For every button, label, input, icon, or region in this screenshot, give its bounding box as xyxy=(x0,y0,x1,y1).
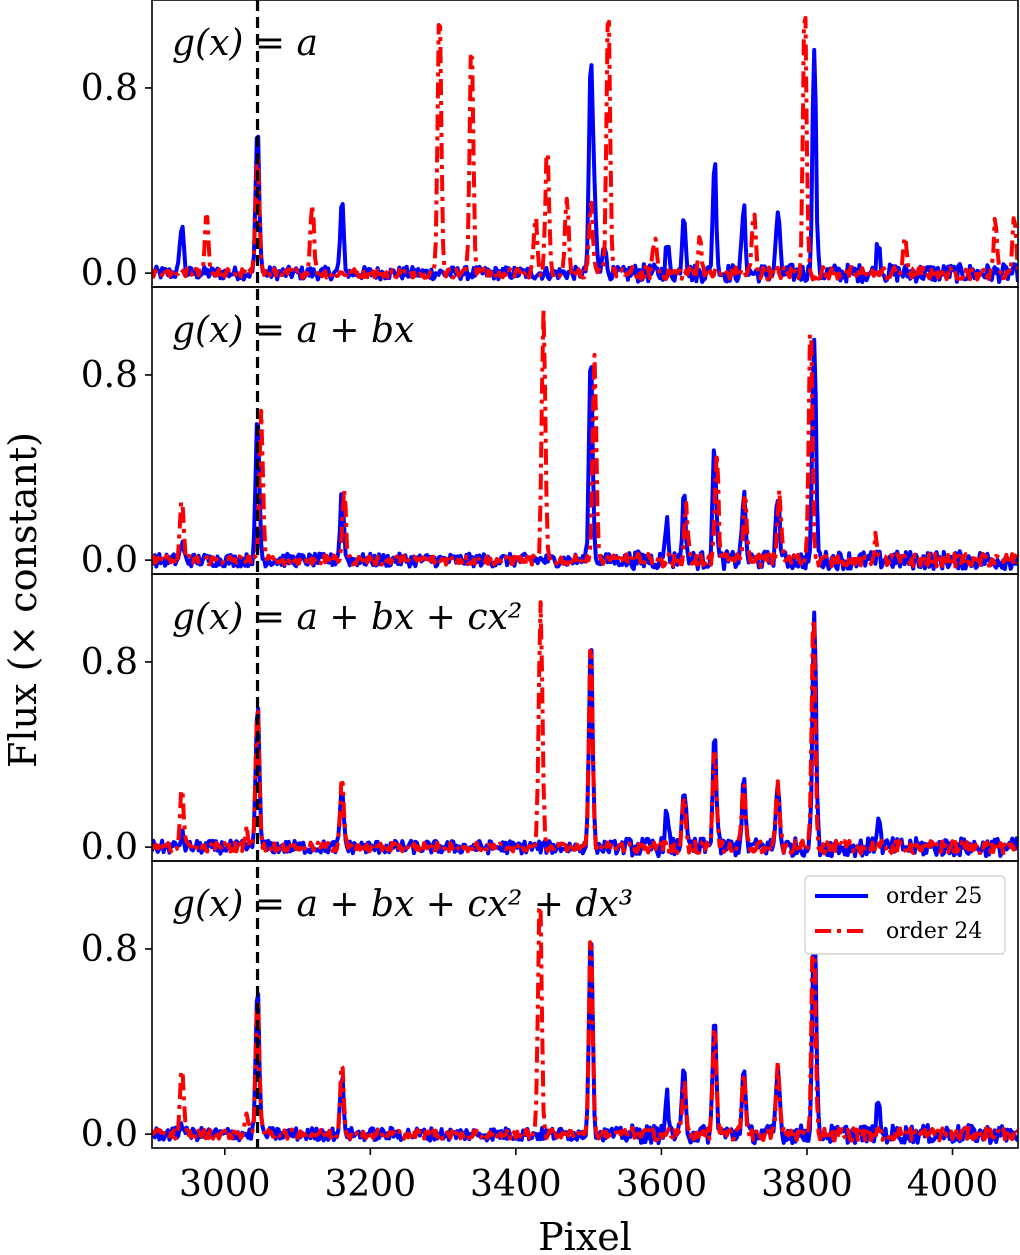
panel-4 xyxy=(152,904,1018,1146)
series-line-order-25-panel-2 xyxy=(152,337,1018,572)
y-tick-label: 0.0 xyxy=(81,827,138,868)
panel-3 xyxy=(152,600,1018,859)
y-tick-label: 0.0 xyxy=(81,253,138,294)
legend-label-order-24: order 24 xyxy=(886,919,982,944)
y-tick-label: 0.0 xyxy=(81,1114,138,1155)
series-line-order-24-panel-4 xyxy=(152,904,1018,1143)
panel-formula-1: g(x) = a xyxy=(172,23,318,64)
x-tick-label: 3400 xyxy=(470,1164,562,1205)
y-axis-label: Flux (× constant) xyxy=(1,432,45,768)
legend-label-order-25: order 25 xyxy=(886,884,982,909)
y-tick-label: 0.8 xyxy=(81,68,138,109)
legend: order 25 order 24 xyxy=(804,875,1006,955)
x-tick-label: 3000 xyxy=(179,1164,271,1205)
y-tick-label: 0.8 xyxy=(81,355,138,396)
y-tick-label: 0.8 xyxy=(81,642,138,683)
panel-formula-4: g(x) = a + bx + cx² + dx³ xyxy=(172,884,633,925)
panel-frame-4 xyxy=(151,860,1019,1149)
panel-2 xyxy=(152,307,1018,572)
panel-formula-2: g(x) = a + bx xyxy=(172,310,414,351)
series-line-order-25-panel-3 xyxy=(152,610,1018,859)
y-tick-label: 0.0 xyxy=(81,540,138,581)
series-line-order-24-panel-2 xyxy=(152,307,1018,569)
series-line-order-25-panel-4 xyxy=(152,909,1018,1146)
panel-1 xyxy=(152,16,1018,285)
panel-formula-3: g(x) = a + bx + cx² xyxy=(172,597,522,638)
series-line-order-25-panel-1 xyxy=(152,47,1018,285)
x-tick-label: 3600 xyxy=(616,1164,708,1205)
y-tick-label: 0.8 xyxy=(81,929,138,970)
series-line-order-24-panel-3 xyxy=(152,600,1018,856)
series-line-order-24-panel-1 xyxy=(152,16,1018,282)
x-tick-label: 3200 xyxy=(325,1164,417,1205)
x-axis-label: Pixel xyxy=(538,1215,632,1255)
x-tick-label: 4000 xyxy=(907,1164,999,1205)
x-tick-label: 3800 xyxy=(761,1164,853,1205)
axis-layer: 0.0 0.8 g(x) = a 0.0 0.8 g(x) = a + bx 0.0 0.8 g… xyxy=(81,0,1019,1205)
panels-layer xyxy=(152,16,1018,1146)
